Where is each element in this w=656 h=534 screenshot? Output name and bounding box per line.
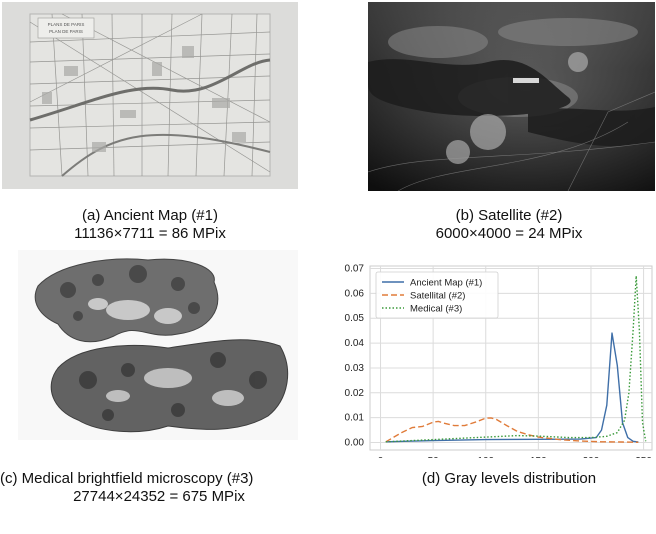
ancient-map-image: PLANS DE PARIS PLAN DE PARIS <box>2 2 298 189</box>
series-line <box>385 275 647 443</box>
x-tick-label: 150 <box>530 456 547 458</box>
legend-label: Ancient Map (#1) <box>410 278 482 289</box>
y-tick-label: 0.05 <box>345 313 365 324</box>
gray-levels-chart: 0.00 0.01 0.02 0.03 0.04 0.05 0.06 0.07 0 50 100 15… <box>345 263 653 458</box>
series-line <box>385 332 639 443</box>
y-tick-label: 0.03 <box>345 363 365 374</box>
x-tick-label: 0 <box>378 456 384 458</box>
legend-label: Satellital (#2) <box>410 291 465 302</box>
satellite-image <box>368 2 655 191</box>
caption-a-line2: 11136×7711 = 86 MPix <box>74 225 226 242</box>
x-tick-label: 200 <box>583 456 600 458</box>
legend-box <box>375 271 499 319</box>
y-tick-label: 0.04 <box>345 338 365 349</box>
x-tick-label: 100 <box>477 456 494 458</box>
caption-c-line2: 27744×24352 = 675 MPix <box>73 488 245 505</box>
map-title-line2: PLAN DE PARIS <box>49 29 83 34</box>
x-tick-label: 50 <box>428 456 440 458</box>
y-tick-label: 0.06 <box>345 288 365 299</box>
caption-d-line1: (d) Gray levels distribution <box>421 470 597 487</box>
y-tick-label: 0.02 <box>345 388 365 399</box>
legend-label: Medical (#3) <box>410 304 462 315</box>
series-line <box>385 417 639 443</box>
caption-b-line1: (b) Satellite (#2) <box>455 207 563 224</box>
x-tick-label: 250 <box>635 456 652 458</box>
map-title-line1: PLANS DE PARIS <box>48 22 85 27</box>
y-tick-label: 0.00 <box>345 438 365 449</box>
caption-c-line1: (c) Medical brightfield microscopy (#3) <box>0 470 254 487</box>
y-tick-label: 0.07 <box>345 263 365 274</box>
caption-a-line1: (a) Ancient Map (#1) <box>82 207 218 224</box>
y-tick-label: 0.01 <box>345 413 365 424</box>
caption-b-line2: 6000×4000 = 24 MPix <box>435 225 583 242</box>
medical-microscopy-image <box>18 250 298 440</box>
